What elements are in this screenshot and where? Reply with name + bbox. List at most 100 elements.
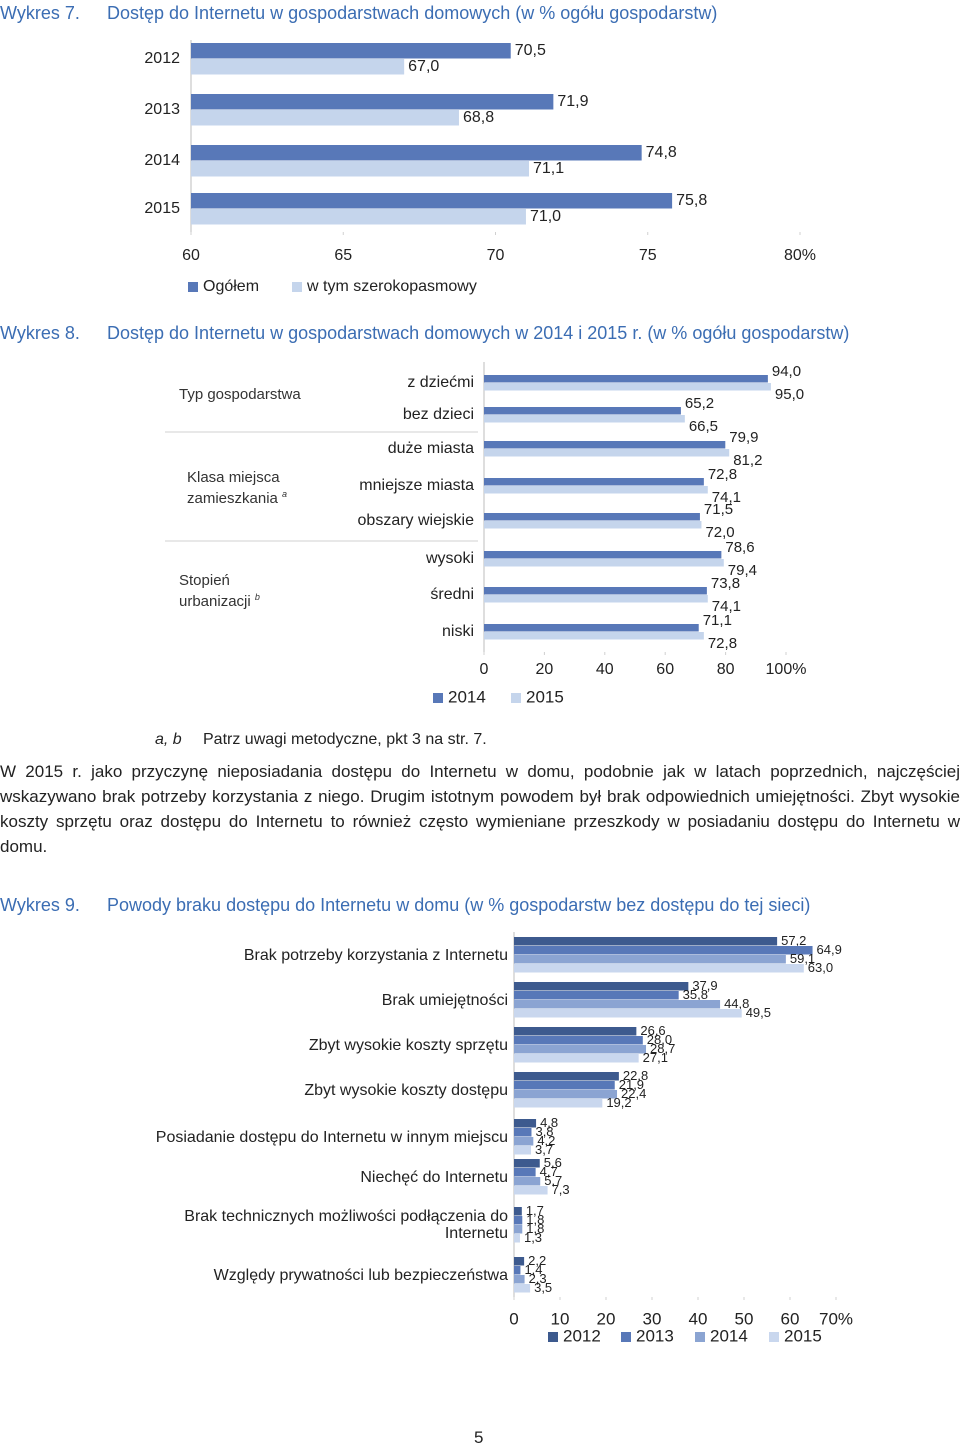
value-label: 44,8	[724, 996, 749, 1011]
bar	[514, 1009, 742, 1018]
bar	[514, 1186, 548, 1195]
category-group: Stopień urbanizacji b	[179, 572, 279, 610]
value-label: 26,6	[640, 1023, 665, 1038]
bar	[514, 1234, 520, 1243]
bar	[514, 1225, 523, 1234]
legend-label: 2015	[784, 1326, 822, 1345]
category-label: wysoki	[425, 550, 474, 567]
value-label: 94,0	[772, 363, 801, 380]
x-tick-label: 80%	[784, 247, 816, 264]
value-label: 73,8	[711, 575, 740, 592]
value-label: 7,3	[552, 1182, 570, 1197]
value-label: 65,2	[685, 395, 714, 412]
category-label: z dziećmi	[407, 374, 474, 391]
bar	[514, 964, 804, 973]
bar	[484, 513, 700, 521]
page-number: 5	[474, 1428, 484, 1447]
bar	[514, 1257, 525, 1266]
chart-title: Dostęp do Internetu w gospodarstwach dom…	[107, 3, 718, 23]
bar	[514, 955, 786, 964]
value-label: 4,2	[537, 1133, 555, 1148]
legend-swatch	[292, 282, 302, 292]
bar	[484, 415, 685, 423]
x-tick-label: 30	[643, 1309, 662, 1328]
bar	[514, 1081, 615, 1090]
value-label: 57,2	[781, 933, 806, 948]
bar	[514, 1072, 619, 1081]
bar	[484, 521, 702, 529]
legend-swatch	[621, 1332, 631, 1342]
bar	[191, 94, 554, 110]
value-label: 75,8	[676, 192, 707, 209]
value-label: 81,2	[733, 452, 762, 469]
value-label: 1,4	[524, 1262, 542, 1277]
bar	[514, 1207, 522, 1216]
group-note: b	[254, 592, 260, 602]
category-label: Względy prywatności lub bezpieczeństwa	[213, 1266, 508, 1284]
legend-swatch	[769, 1332, 779, 1342]
legend-swatch	[548, 1332, 558, 1342]
bar	[191, 59, 405, 75]
legend-label: 2014	[448, 687, 486, 706]
x-tick-label: 80	[717, 661, 735, 678]
bar	[484, 383, 771, 391]
category-label: mniejsze miasta	[359, 477, 474, 494]
category-label: obszary wiejskie	[358, 512, 475, 529]
value-label: 3,8	[535, 1124, 553, 1139]
bar	[514, 1275, 525, 1284]
legend-label: 2014	[710, 1326, 748, 1345]
bar	[514, 1119, 537, 1128]
x-tick-label: 20	[536, 661, 554, 678]
value-label: 49,5	[746, 1005, 771, 1020]
value-label: 74,1	[712, 489, 741, 506]
chart-title: Dostęp do Internetu w gospodarstwach dom…	[107, 323, 850, 343]
x-tick-label: 70	[487, 247, 505, 264]
x-tick-label: 50	[735, 1309, 754, 1328]
x-tick-label: 100%	[766, 661, 807, 678]
value-label: 66,5	[689, 418, 718, 435]
value-label: 71,1	[703, 612, 732, 629]
chart-title: Powody braku dostępu do Internetu w domu…	[107, 895, 811, 915]
bar	[514, 991, 679, 1000]
bar	[514, 946, 813, 955]
x-tick-label: 40	[596, 661, 614, 678]
x-tick-label: 40	[689, 1309, 708, 1328]
x-tick-label: 10	[551, 1309, 570, 1328]
value-label: 72,0	[705, 524, 734, 541]
bar	[514, 1054, 639, 1063]
x-tick-label: 75	[639, 247, 657, 264]
bar	[514, 1000, 721, 1009]
chart-label: Wykres 9.	[0, 895, 80, 915]
bar	[484, 407, 681, 415]
value-label: 22,4	[621, 1086, 646, 1101]
value-label: 4,7	[540, 1164, 558, 1179]
bar	[191, 161, 529, 177]
value-label: 59,1	[790, 951, 815, 966]
bar	[484, 559, 724, 567]
bar	[514, 982, 689, 991]
bar	[484, 587, 707, 595]
legend-swatch	[188, 282, 198, 292]
value-label: 72,8	[708, 635, 737, 652]
value-label: 37,9	[692, 978, 717, 993]
category-label: Zbyt wysokie koszty sprzętu	[308, 1036, 508, 1054]
x-tick-label: 60	[781, 1309, 800, 1328]
bar	[514, 1090, 618, 1099]
value-label: 1,8	[526, 1221, 544, 1236]
category-label: Brak technicznych możliwości podłączenia…	[184, 1208, 508, 1242]
bar	[484, 375, 768, 383]
value-label: 3,7	[535, 1142, 553, 1157]
category-label: niski	[442, 623, 474, 640]
category-label: 2015	[144, 200, 180, 217]
value-label: 71,5	[704, 501, 733, 518]
category-label: 2013	[144, 101, 180, 118]
group-note: a	[282, 489, 288, 499]
bar	[191, 193, 673, 209]
x-tick-label: 65	[334, 247, 352, 264]
value-label: 21,9	[619, 1077, 644, 1092]
bar	[514, 1168, 536, 1177]
value-label: 27,1	[643, 1050, 668, 1065]
bar	[514, 1266, 521, 1275]
category-label: Niechęć do Internetu	[360, 1168, 508, 1186]
